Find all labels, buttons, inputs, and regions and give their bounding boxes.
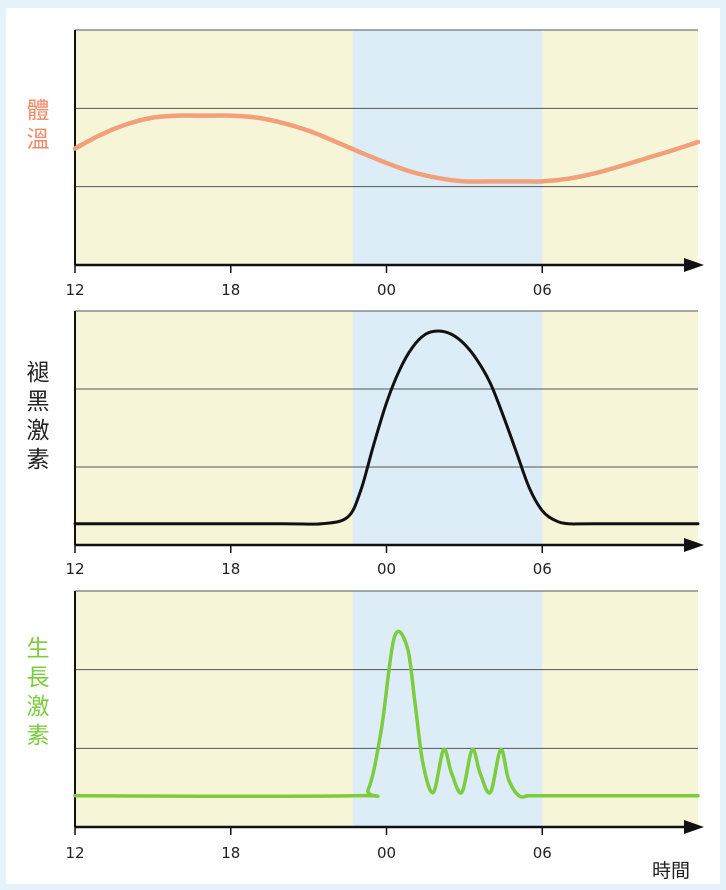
growth-hormone-line	[73, 629, 700, 799]
x-axis-arrow	[684, 258, 704, 272]
figure: 12 18 00 06 12 18 00 06 12 18 00 06 體溫 褪黑激素 生長激素 時間	[6, 8, 720, 884]
x-tick-label: 18	[221, 844, 240, 862]
x-tick-label: 12	[65, 844, 84, 862]
charts-svg: 12 18 00 06 12 18 00 06 12 18 00 06	[65, 29, 704, 862]
x-tick-label: 18	[221, 281, 240, 299]
x-tick-label: 06	[533, 844, 552, 862]
x-tick-label: 06	[533, 560, 552, 578]
x-tick-label: 00	[377, 844, 396, 862]
night-background	[352, 30, 543, 265]
x-tick-label: 00	[377, 560, 396, 578]
x-axis-arrow	[684, 820, 704, 834]
x-axis-arrow	[684, 538, 704, 552]
x-tick-label: 00	[377, 281, 396, 299]
x-tick-label: 18	[221, 560, 240, 578]
y-axis-label-growth-hormone: 生長激素	[22, 636, 48, 752]
y-axis-label-melatonin: 褪黑激素	[22, 360, 48, 476]
y-axis-label-temperature: 體溫	[22, 98, 48, 156]
x-axis-label: 時間	[652, 860, 691, 882]
melatonin-line	[73, 329, 700, 526]
temperature-line	[72, 113, 701, 184]
x-tick-label: 06	[533, 281, 552, 299]
night-background	[352, 311, 543, 545]
x-tick-label: 12	[65, 560, 84, 578]
x-tick-label: 12	[65, 281, 84, 299]
